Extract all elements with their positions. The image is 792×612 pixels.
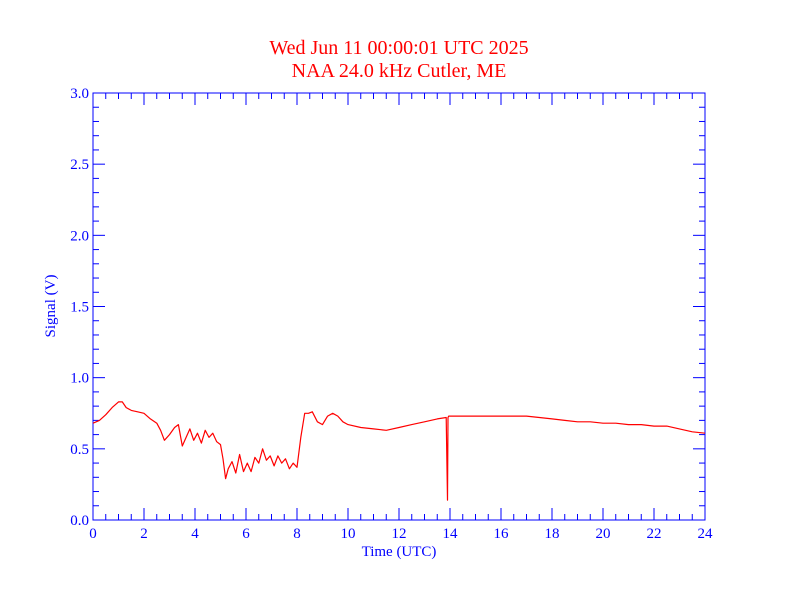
signal-line <box>92 401 706 501</box>
plot-border <box>92 92 706 521</box>
y-tick-label: 1.0 <box>70 371 89 387</box>
y-tick-label: 2.5 <box>70 157 89 173</box>
y-tick-label: 0.0 <box>70 513 89 529</box>
y-tick-label: 1.5 <box>70 300 89 316</box>
series-layer <box>92 401 706 501</box>
x-tick-label: 10 <box>341 526 356 542</box>
y-tick-label: 0.5 <box>70 442 89 458</box>
x-axis-label: Time (UTC) <box>362 544 437 560</box>
x-tick-label: 2 <box>140 526 148 542</box>
x-tick-label: 6 <box>242 526 250 542</box>
x-tick-label: 16 <box>494 526 510 542</box>
chart-subtitle: NAA 24.0 kHz Cutler, ME <box>292 60 507 82</box>
x-tick-label: 14 <box>443 526 459 542</box>
y-axis-label: Signal (V) <box>43 275 59 338</box>
plot-frame <box>92 92 706 521</box>
x-tick-label: 18 <box>545 526 560 542</box>
x-tick-label: 0 <box>89 526 97 542</box>
x-tick-label: 24 <box>698 526 714 542</box>
axis-ticks: 0 2 4 6 8 10 12 14 16 18 20 22 240.00.51.01.52.02.53… <box>70 86 713 542</box>
x-tick-label: 12 <box>392 526 407 542</box>
y-tick-label: 2.0 <box>70 228 89 244</box>
x-tick-label: 22 <box>647 526 662 542</box>
x-tick-label: 4 <box>191 526 199 542</box>
x-tick-label: 20 <box>596 526 611 542</box>
y-tick-label: 3.0 <box>70 86 89 102</box>
chart-title: Wed Jun 11 00:00:01 UTC 2025 <box>269 37 528 59</box>
x-tick-label: 8 <box>293 526 301 542</box>
